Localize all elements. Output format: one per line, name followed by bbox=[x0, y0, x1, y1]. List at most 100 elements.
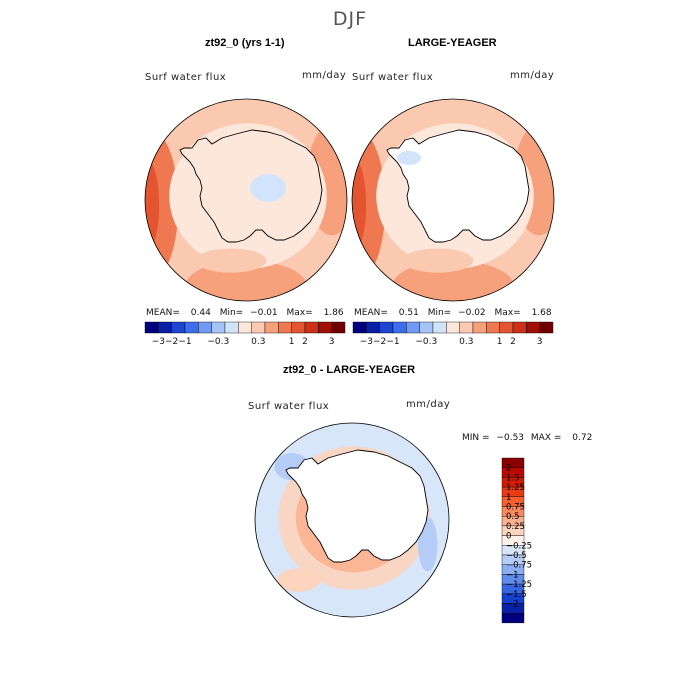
colorbar-tick-label: 0.75 bbox=[506, 503, 525, 513]
colorbar-tick-label: 1.5 bbox=[506, 473, 520, 483]
colorbar-swatch bbox=[472, 321, 487, 334]
colorbar-tick-label: 1.25 bbox=[506, 483, 525, 493]
high-flux-core bbox=[352, 159, 367, 251]
colorbar-swatch bbox=[512, 321, 527, 334]
left-min-label: Min= bbox=[219, 308, 244, 318]
left-mean-label: MEAN= bbox=[146, 308, 180, 318]
left-polar-map bbox=[144, 98, 348, 302]
mid-flux-patch bbox=[402, 248, 474, 273]
left-variable-label: Surf water flux bbox=[145, 72, 227, 83]
right-colorbar: −3 −2 −1 −0.3 0.3 1 2 3 bbox=[352, 321, 554, 347]
colorbar-tick-label: 2 bbox=[302, 337, 308, 347]
right-max-value: 1.68 bbox=[531, 308, 552, 318]
low-flux-patch bbox=[397, 151, 421, 165]
colorbar-swatch bbox=[392, 321, 407, 334]
left-mean-value: 0.44 bbox=[190, 308, 211, 318]
colorbar-swatch bbox=[352, 321, 367, 334]
right-max-label: Max= bbox=[494, 308, 521, 318]
colorbar-tick-label: 0.3 bbox=[251, 337, 265, 347]
colorbar-tick-label: −2 bbox=[373, 337, 386, 347]
positive-patch bbox=[277, 568, 320, 592]
diff-stats: MIN = −0.53 MAX = 0.72 bbox=[462, 433, 592, 443]
colorbar-tick-label: 3 bbox=[537, 337, 543, 347]
colorbar-swatch bbox=[486, 321, 500, 334]
colorbar-tick-label: 0.5 bbox=[506, 512, 520, 522]
map-boundary bbox=[254, 422, 450, 618]
left-panel-title: zt92_0 (yrs 1-1) bbox=[205, 37, 285, 49]
colorbar-swatch bbox=[278, 321, 292, 334]
colorbar-tick-label: 1 bbox=[506, 493, 511, 503]
map-boundary bbox=[144, 98, 348, 302]
colorbar-tick-label: 2 bbox=[510, 337, 516, 347]
colorbar-swatch bbox=[158, 321, 172, 334]
colorbar-tick-label: 1 bbox=[289, 337, 295, 347]
colorbar-swatch bbox=[251, 321, 266, 334]
colorbar-swatch bbox=[211, 321, 226, 334]
colorbar-tick-label: −0.75 bbox=[506, 561, 532, 571]
left-max-label: Max= bbox=[286, 308, 313, 318]
colorbar-swatch bbox=[318, 321, 332, 334]
colorbar-swatch bbox=[432, 321, 447, 334]
colorbar-swatch bbox=[419, 321, 434, 334]
diff-max-label: MAX = bbox=[530, 433, 562, 443]
colorbar-swatch bbox=[366, 321, 380, 334]
colorbar-tick-label: −1 bbox=[506, 570, 519, 580]
right-variable-label: Surf water flux bbox=[352, 72, 434, 83]
colorbar-tick-label: −1 bbox=[386, 337, 399, 347]
colorbar-swatch bbox=[171, 321, 186, 334]
season-title: DJF bbox=[332, 8, 368, 30]
left-stats: MEAN= 0.44 Min= −0.01 Max= 1.86 bbox=[146, 308, 344, 318]
diff-panel-title: zt92_0 - LARGE-YEAGER bbox=[283, 364, 416, 376]
left-min-value: −0.01 bbox=[250, 308, 278, 318]
colorbar-tick-label: −1.25 bbox=[506, 580, 532, 590]
map-boundary bbox=[351, 98, 555, 302]
left-units-label: mm/day bbox=[302, 70, 347, 81]
colorbar-swatch bbox=[499, 321, 514, 334]
colorbar-swatch bbox=[459, 321, 474, 334]
colorbar-swatch bbox=[198, 321, 212, 334]
colorbar-swatch bbox=[379, 321, 394, 334]
colorbar-tick-label: −1 bbox=[178, 337, 191, 347]
colorbar-swatch bbox=[539, 321, 554, 334]
colorbar-swatch bbox=[184, 321, 199, 334]
colorbar-tick-label: −2 bbox=[165, 337, 178, 347]
colorbar-swatch bbox=[291, 321, 306, 334]
left-max-value: 1.86 bbox=[323, 308, 344, 318]
colorbar-tick-label: −3 bbox=[360, 337, 373, 347]
colorbar-tick-label: −0.5 bbox=[506, 551, 527, 561]
right-stats: MEAN= 0.51 Min= −0.02 Max= 1.68 bbox=[354, 308, 552, 318]
colorbar-tick-label: 0.3 bbox=[459, 337, 473, 347]
colorbar-tick-label: −0.3 bbox=[207, 337, 229, 347]
diff-polar-map bbox=[254, 422, 450, 618]
high-flux-core bbox=[145, 159, 160, 251]
mid-flux-patch bbox=[195, 248, 267, 273]
colorbar-tick-label: −2 bbox=[506, 600, 519, 610]
diff-max-value: 0.72 bbox=[572, 433, 593, 443]
colorbar-tick-label: 2 bbox=[506, 464, 511, 474]
colorbar-tick-label: −0.25 bbox=[506, 541, 532, 551]
colorbar-swatch bbox=[238, 321, 252, 334]
right-mean-value: 0.51 bbox=[398, 308, 419, 318]
colorbar-tick-label: 0 bbox=[506, 532, 511, 542]
right-min-label: Min= bbox=[427, 308, 452, 318]
colorbar-swatch bbox=[501, 613, 525, 624]
colorbar-tick-label: −0.3 bbox=[415, 337, 437, 347]
right-min-value: −0.02 bbox=[458, 308, 486, 318]
colorbar-swatch bbox=[144, 321, 159, 334]
low-flux-patch bbox=[250, 174, 286, 202]
right-units-label: mm/day bbox=[510, 70, 555, 81]
colorbar-tick-label: −1.5 bbox=[506, 590, 527, 600]
diff-variable-label: Surf water flux bbox=[248, 401, 330, 412]
left-colorbar: −3 −2 −1 −0.3 0.3 1 2 3 bbox=[144, 321, 346, 347]
right-polar-map bbox=[351, 98, 555, 302]
colorbar-tick-label: 1 bbox=[497, 337, 503, 347]
diff-min-label: MIN = bbox=[462, 433, 490, 443]
diff-min-value: −0.53 bbox=[496, 433, 525, 443]
right-panel-title: LARGE-YEAGER bbox=[408, 37, 497, 49]
colorbar-swatch bbox=[446, 321, 460, 334]
colorbar-tick-label: 3 bbox=[329, 337, 335, 347]
colorbar-swatch bbox=[304, 321, 319, 334]
right-mean-label: MEAN= bbox=[354, 308, 388, 318]
colorbar-tick-label: −3 bbox=[152, 337, 165, 347]
